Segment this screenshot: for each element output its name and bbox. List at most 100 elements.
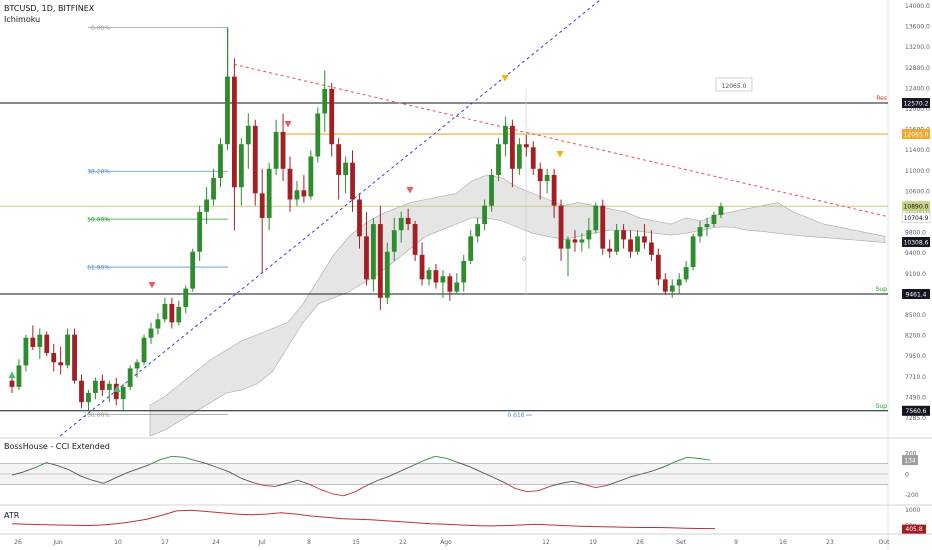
candle-body <box>211 178 216 200</box>
candle-body <box>384 251 390 298</box>
cci-segment <box>378 475 390 481</box>
sell-signal-marker <box>501 75 509 82</box>
price-marker-box <box>902 201 930 212</box>
candle-body <box>412 224 418 255</box>
candle-body <box>183 288 189 307</box>
cci-segment <box>297 479 310 485</box>
time-tick-label: 12 <box>542 539 550 546</box>
candle-body <box>642 236 647 243</box>
cci-segment <box>309 483 322 491</box>
candle-body <box>676 279 682 286</box>
candle-body <box>371 224 376 280</box>
cci-segment <box>412 460 425 467</box>
price-tick-label: 7950.0 <box>905 353 926 360</box>
candle-body <box>503 125 508 145</box>
price-tick-label: 9100.0 <box>905 271 926 278</box>
price-marker-box <box>901 212 931 223</box>
candle-body <box>266 168 272 218</box>
candle-body <box>704 224 710 228</box>
cci-segment <box>206 463 219 469</box>
time-tick-label: 10 <box>114 539 122 546</box>
cci-segment <box>126 468 139 474</box>
time-tick-label: 19 <box>589 539 597 546</box>
candle-body <box>669 285 675 292</box>
candle-body <box>155 319 161 329</box>
candle-body <box>593 205 599 231</box>
cci-segment <box>57 465 70 471</box>
candle-body <box>120 386 126 400</box>
price-tick-label: 7285.0 <box>905 415 926 422</box>
price-marker-label: 10308.6 <box>904 239 929 246</box>
time-tick-label: Jun <box>52 539 63 546</box>
candle-body <box>93 380 98 393</box>
price-marker-label: 12570.2 <box>904 100 929 107</box>
cci-segment <box>229 471 242 479</box>
buy-signal-marker <box>8 371 16 378</box>
level-tag-1: Sup <box>876 286 888 293</box>
cci-segment <box>275 482 287 487</box>
atr-marker-box <box>902 524 926 534</box>
candle-body <box>572 239 578 243</box>
atr-line <box>11 509 716 530</box>
candle-body <box>169 303 175 323</box>
candle-body <box>530 147 536 169</box>
cci-segment <box>114 472 127 479</box>
price-marker-box <box>902 129 930 140</box>
candle-body <box>86 393 91 403</box>
price-tick-label: 13600.0 <box>905 24 930 31</box>
callout-box <box>715 77 753 92</box>
cci-tick-label: 0 <box>905 471 909 478</box>
atr-tick-label: 1000 <box>905 507 920 514</box>
cci-segment <box>606 480 619 486</box>
zero-label: 0 <box>522 256 526 263</box>
candle-body <box>662 279 668 292</box>
candle-body <box>398 217 404 231</box>
price-marker-label: 7560.6 <box>906 408 927 415</box>
candle-body <box>72 334 77 381</box>
candle-body <box>65 334 70 366</box>
candle-body <box>37 334 43 347</box>
cci-segment <box>469 466 482 473</box>
atr-pane <box>11 509 716 530</box>
candle-body <box>280 131 286 169</box>
price-tick-label: 7490.0 <box>905 394 926 401</box>
candle-body <box>287 168 293 200</box>
candle-body <box>329 88 335 145</box>
candle-body <box>30 337 36 347</box>
candle-body <box>405 217 411 225</box>
cci-title: BossHouse - CCI Extended <box>4 442 110 451</box>
candle-body <box>44 334 50 354</box>
sell-signal-marker <box>406 187 414 194</box>
price-tick-label: 9400.0 <box>905 250 926 257</box>
cci-segment <box>263 484 276 487</box>
candle-body <box>579 239 585 243</box>
price-tick-label: 11000.0 <box>905 168 930 175</box>
candle-body <box>127 368 133 387</box>
cci-segment <box>595 484 608 488</box>
symbol-title: BTCUSD, 1D, BITFINEX <box>4 4 95 13</box>
cci-segment <box>34 462 47 469</box>
candle-body <box>635 236 640 252</box>
time-tick-label: 17 <box>161 539 169 546</box>
price-marker-box <box>902 405 930 416</box>
cci-segment <box>549 482 562 487</box>
price-tick-label: 13200.0 <box>905 44 930 51</box>
fib-label-0: 0.00% <box>91 25 110 32</box>
cci-segment <box>641 470 653 475</box>
candle-body <box>322 88 328 114</box>
cci-segment <box>446 457 459 463</box>
cci-segment <box>423 455 436 461</box>
candle-body <box>426 270 432 280</box>
candle-body <box>690 236 696 268</box>
sell-signal-marker <box>284 121 292 128</box>
candle-body <box>551 174 557 206</box>
level-tag-0: Res <box>876 95 887 102</box>
candle-body <box>190 251 196 289</box>
cci-segment <box>183 456 196 461</box>
cci-segment <box>675 456 688 462</box>
cci-segment <box>286 479 299 484</box>
candle-body <box>496 144 501 175</box>
cci-segment <box>103 477 116 484</box>
cci-segment <box>80 475 93 481</box>
